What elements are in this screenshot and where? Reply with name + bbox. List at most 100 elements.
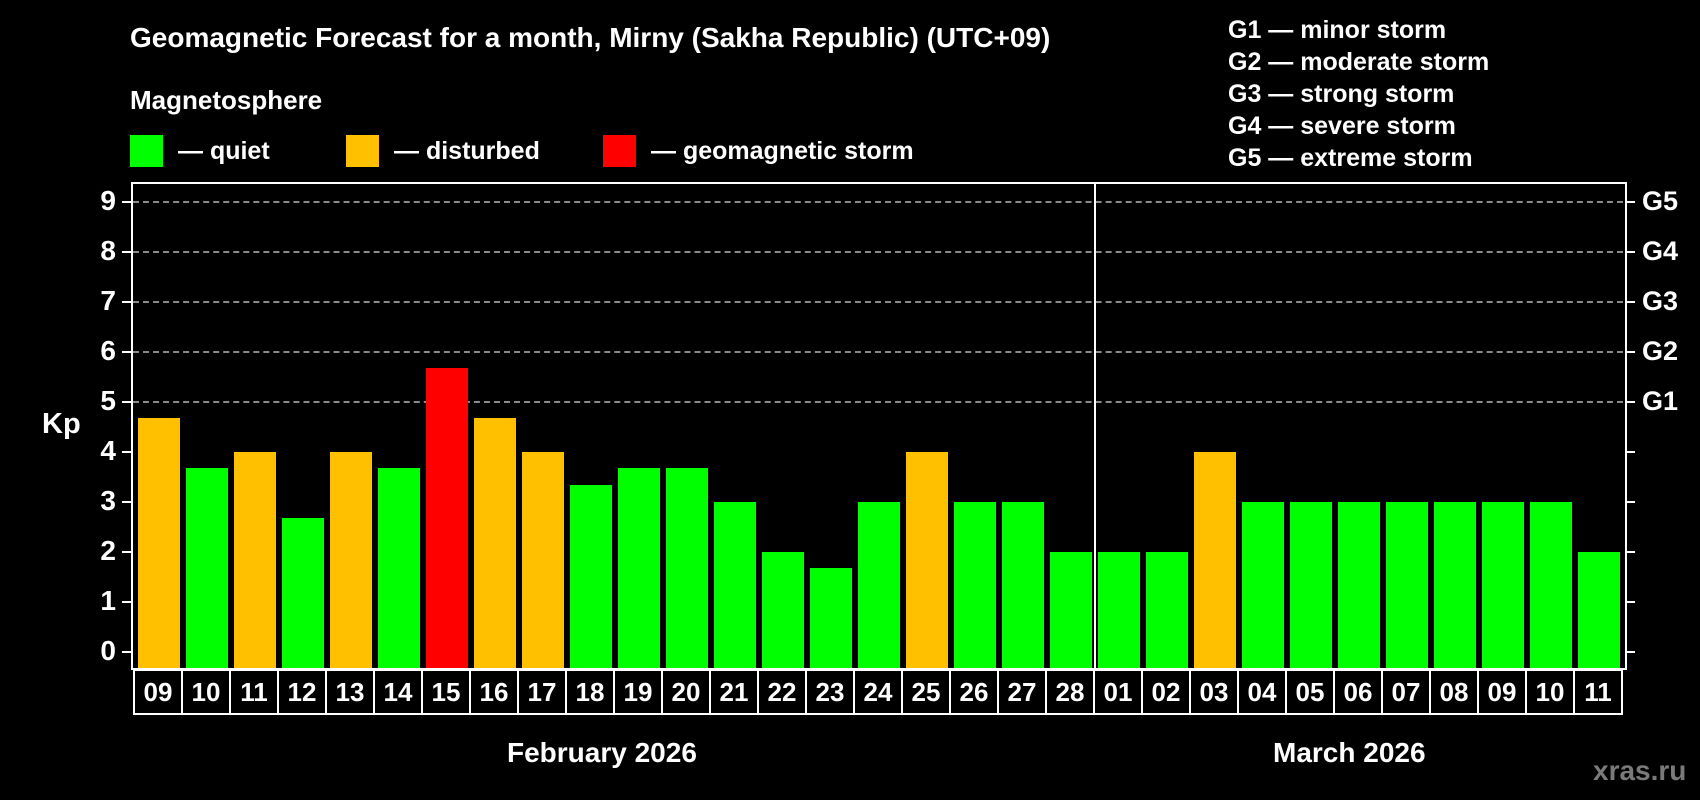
y-tick-label: 7: [100, 285, 116, 316]
bar-15: [426, 368, 468, 668]
y-tick-left: [122, 551, 132, 553]
date-cell: 02: [1141, 669, 1191, 715]
date-cell: 10: [1525, 669, 1575, 715]
date-cell: 17: [517, 669, 567, 715]
y-tick-left: [122, 201, 132, 203]
date-cell: 09: [1477, 669, 1527, 715]
bar-09: [1482, 502, 1524, 668]
disturbed-swatch-icon: [346, 135, 379, 167]
gridline-5: [133, 401, 1623, 403]
bar-27: [1002, 502, 1044, 668]
date-cell: 03: [1189, 669, 1239, 715]
y-tick-label: 9: [100, 185, 116, 216]
right-axis-label-g5: G5: [1642, 186, 1679, 216]
date-cell: 28: [1045, 669, 1095, 715]
bar-21: [714, 502, 756, 668]
month-label-february: February 2026: [507, 737, 697, 768]
date-cell: 11: [1573, 669, 1623, 715]
y-tick-left: [122, 501, 132, 503]
y-tick-left: [122, 451, 132, 453]
bar-06: [1338, 502, 1380, 668]
right-axis-label-g2: G2: [1642, 336, 1679, 366]
chart-title: Geomagnetic Forecast for a month, Mirny …: [130, 22, 1051, 53]
date-cell: 13: [325, 669, 375, 715]
y-tick-left: [122, 601, 132, 603]
date-cell: 26: [949, 669, 999, 715]
bar-01: [1098, 552, 1140, 668]
legend-storm-label: — geomagnetic storm: [651, 136, 914, 165]
date-cell: 07: [1381, 669, 1431, 715]
watermark: xras.ru: [1593, 755, 1687, 786]
date-cell: 23: [805, 669, 855, 715]
bar-24: [858, 502, 900, 668]
bar-02: [1146, 552, 1188, 668]
bar-16: [474, 418, 516, 668]
date-cell: 27: [997, 669, 1047, 715]
right-axis-label-g3: G3: [1642, 286, 1679, 316]
storm-scale-g2: G2 — moderate storm: [1228, 48, 1490, 76]
y-tick-left: [122, 301, 132, 303]
quiet-swatch-icon: [130, 135, 163, 167]
month-divider: [1094, 182, 1096, 668]
y-tick-label: 6: [100, 335, 116, 366]
y-tick-right: [1625, 601, 1635, 603]
date-cell: 06: [1333, 669, 1383, 715]
bar-17: [522, 452, 564, 668]
y-tick-label: 2: [100, 535, 116, 566]
bar-05: [1290, 502, 1332, 668]
bar-12: [282, 518, 324, 668]
date-cell: 18: [565, 669, 615, 715]
bar-10: [186, 468, 228, 668]
date-cell: 09: [133, 669, 183, 715]
y-tick-label: 5: [100, 385, 116, 416]
date-cell: 10: [181, 669, 231, 715]
gridline-9: [133, 201, 1623, 203]
right-axis-label-g1: G1: [1642, 386, 1679, 416]
date-cell: 05: [1285, 669, 1335, 715]
date-cell: 22: [757, 669, 807, 715]
bar-19: [618, 468, 660, 668]
legend-storm: — geomagnetic storm: [603, 134, 914, 168]
bar-03: [1194, 452, 1236, 668]
month-label-march: March 2026: [1273, 737, 1426, 768]
legend-disturbed-label: — disturbed: [394, 136, 540, 165]
storm-scale-g5: G5 — extreme storm: [1228, 144, 1473, 172]
bar-20: [666, 468, 708, 668]
date-cell: 21: [709, 669, 759, 715]
date-cell: 14: [373, 669, 423, 715]
bar-07: [1386, 502, 1428, 668]
date-cell: 11: [229, 669, 279, 715]
y-tick-right: [1625, 201, 1635, 203]
y-tick-right: [1625, 301, 1635, 303]
right-axis-label-g4: G4: [1642, 236, 1679, 266]
gridline-6: [133, 351, 1623, 353]
bar-09: [138, 418, 180, 668]
bar-26: [954, 502, 996, 668]
date-cell: 04: [1237, 669, 1287, 715]
bar-04: [1242, 502, 1284, 668]
bar-28: [1050, 552, 1092, 668]
gridline-7: [133, 301, 1623, 303]
y-tick-left: [122, 401, 132, 403]
y-tick-right: [1625, 451, 1635, 453]
legend-quiet: — quiet: [130, 134, 270, 168]
bar-11: [1578, 552, 1620, 668]
date-cell: 24: [853, 669, 903, 715]
bar-25: [906, 452, 948, 668]
y-tick-left: [122, 651, 132, 653]
storm-scale-g3: G3 — strong storm: [1228, 80, 1455, 108]
legend-quiet-label: — quiet: [178, 136, 270, 165]
y-tick-right: [1625, 501, 1635, 503]
date-cell: 08: [1429, 669, 1479, 715]
date-cell: 25: [901, 669, 951, 715]
y-tick-label: 4: [100, 435, 116, 466]
date-cell: 01: [1093, 669, 1143, 715]
date-cell: 12: [277, 669, 327, 715]
y-tick-left: [122, 351, 132, 353]
y-tick-right: [1625, 351, 1635, 353]
storm-scale-g4: G4 — severe storm: [1228, 112, 1456, 140]
bar-13: [330, 452, 372, 668]
date-cell: 16: [469, 669, 519, 715]
y-tick-right: [1625, 651, 1635, 653]
y-tick-label: 1: [100, 585, 116, 616]
